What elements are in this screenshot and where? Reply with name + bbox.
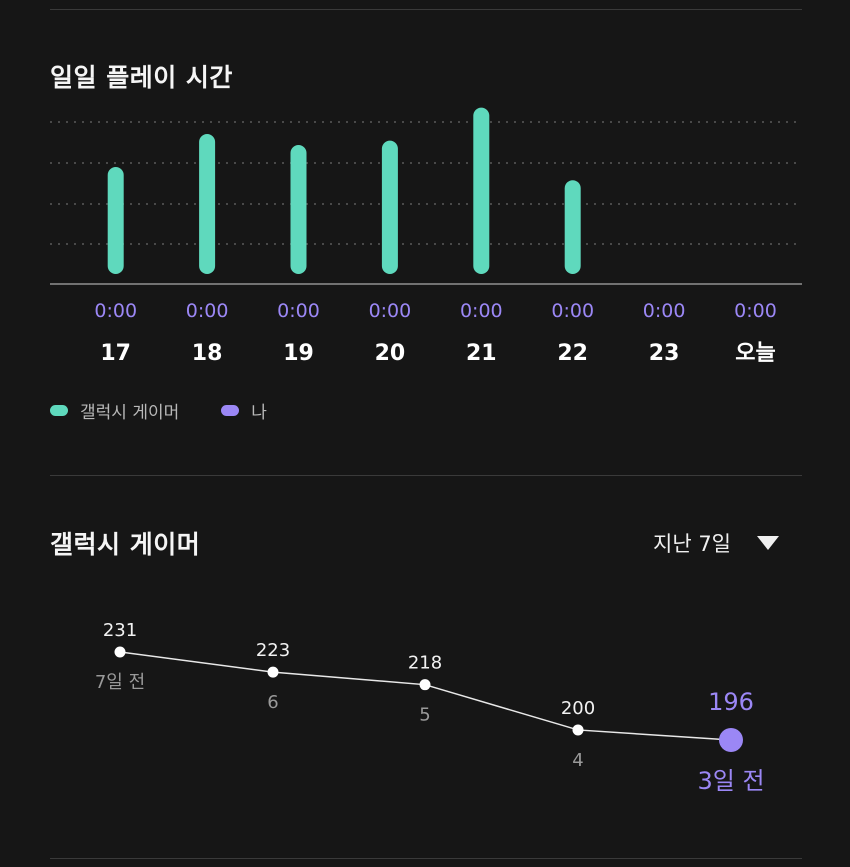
ranking-point <box>572 724 584 736</box>
day-label-오늘: 오늘 <box>735 341 775 366</box>
ranking-point <box>267 666 279 678</box>
time-label-오늘: 0:00 <box>734 300 777 322</box>
period-selected-value: 지난 7일 <box>653 532 731 556</box>
chart-day-labels: 17 18 19 20 21 22 23 오늘 <box>100 341 775 366</box>
rank-value: 196 <box>708 688 754 716</box>
time-label-20: 0:00 <box>369 300 412 322</box>
middle-divider <box>50 475 802 476</box>
time-label-21: 0:00 <box>460 300 503 322</box>
caret-down-icon <box>757 536 779 550</box>
legend-item-galaxy: 갤럭시 게이머 <box>50 398 179 423</box>
chart-bars <box>107 107 581 274</box>
day-label-17: 17 <box>100 341 131 366</box>
legend-label-galaxy: 갤럭시 게이머 <box>80 403 180 423</box>
ranking-points: 231 7일 전 223 6 218 5 200 4 196 3일 전 <box>95 620 765 795</box>
daily-playtime-chart: 0:00 0:00 0:00 0:00 0:00 0:00 0:00 0:00 17 18 19 2… <box>50 107 802 366</box>
rank-value: 223 <box>256 640 290 661</box>
rank-day-label: 5 <box>419 705 430 726</box>
ranking-point-current <box>719 728 743 752</box>
time-label-22: 0:00 <box>551 300 594 322</box>
daily-playtime-title: 일일 플레이 시간 <box>50 63 233 92</box>
day-label-19: 19 <box>283 341 314 366</box>
time-label-19: 0:00 <box>277 300 320 322</box>
time-label-18: 0:00 <box>186 300 229 322</box>
rank-day-label: 6 <box>267 692 278 713</box>
legend-item-me: 나 <box>221 398 267 423</box>
ranking-point <box>114 646 126 658</box>
day-label-22: 22 <box>557 341 588 366</box>
rank-value: 231 <box>103 620 137 641</box>
day-label-23: 23 <box>649 341 680 366</box>
ranking-point <box>419 679 431 691</box>
legend-swatch-galaxy <box>50 405 68 416</box>
bottom-divider <box>50 858 802 859</box>
time-label-23: 0:00 <box>643 300 686 322</box>
ranking-title: 갤럭시 게이머 <box>50 530 201 559</box>
rank-value: 200 <box>561 698 595 719</box>
chart-time-labels: 0:00 0:00 0:00 0:00 0:00 0:00 0:00 0:00 <box>94 300 776 322</box>
top-divider <box>50 9 802 10</box>
time-label-17: 0:00 <box>94 300 137 322</box>
day-label-21: 21 <box>466 341 497 366</box>
chart-legend: 갤럭시 게이머 나 <box>50 398 309 423</box>
rank-value: 218 <box>408 653 442 674</box>
legend-label-me: 나 <box>251 403 267 423</box>
chart-gridlines <box>50 121 802 245</box>
ranking-line-chart: 231 7일 전 223 6 218 5 200 4 196 3일 전 <box>95 620 765 795</box>
day-label-18: 18 <box>192 341 223 366</box>
day-label-20: 20 <box>375 341 406 366</box>
rank-day-label: 3일 전 <box>697 767 764 795</box>
legend-swatch-me <box>221 405 240 416</box>
rank-day-label: 4 <box>572 750 583 771</box>
period-dropdown[interactable]: 지난 7일 <box>653 528 779 558</box>
rank-day-label: 7일 전 <box>95 672 145 693</box>
